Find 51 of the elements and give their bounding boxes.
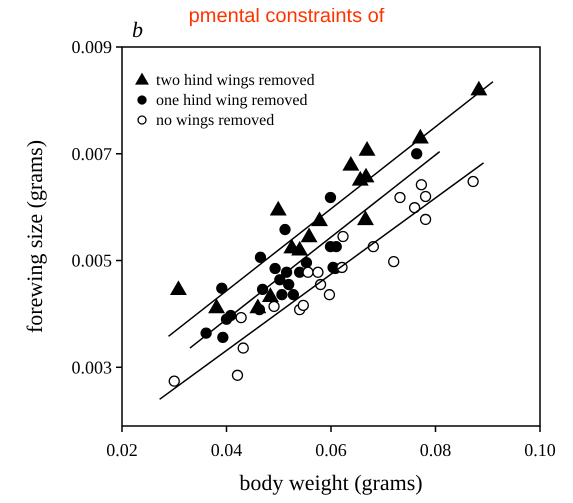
point <box>232 370 244 381</box>
point <box>269 262 281 274</box>
x-tick-label: 0.10 <box>524 440 556 460</box>
text: b <box>132 17 143 42</box>
point <box>208 298 225 314</box>
point <box>324 192 336 204</box>
point <box>394 192 406 204</box>
point <box>312 266 324 278</box>
point <box>300 228 318 242</box>
point <box>467 176 479 188</box>
legend-label: one hind wing removed <box>156 92 308 109</box>
legend-label: no wings removed <box>156 112 274 129</box>
point <box>168 376 180 387</box>
point <box>288 289 300 300</box>
point <box>262 288 278 302</box>
point <box>235 312 247 324</box>
y-tick-label: 0.003 <box>72 357 112 378</box>
point <box>279 224 291 236</box>
x-tick-label: 0.02 <box>106 440 138 460</box>
point <box>298 300 309 312</box>
point <box>216 282 228 294</box>
point <box>388 256 400 268</box>
point <box>292 241 308 256</box>
point <box>337 230 349 242</box>
y-tick-label: 0.005 <box>72 250 112 271</box>
point <box>276 289 288 300</box>
point <box>270 201 286 216</box>
point <box>238 342 249 354</box>
point <box>408 202 420 214</box>
x-tick-label: 0.08 <box>420 440 452 460</box>
point <box>420 214 432 226</box>
point <box>357 210 374 226</box>
point <box>170 280 187 296</box>
point <box>217 332 228 344</box>
point <box>342 156 359 171</box>
x-tick-label: 0.06 <box>315 440 347 460</box>
point <box>283 278 294 290</box>
point <box>358 142 376 156</box>
point <box>254 252 266 263</box>
point <box>420 190 432 202</box>
y-axis-title: forewing size (grams) <box>22 140 47 334</box>
x-tick-label: 0.04 <box>210 440 242 460</box>
legend-label: two hind wings removed <box>156 72 315 89</box>
point <box>416 179 428 190</box>
point <box>268 300 280 312</box>
point <box>302 266 314 278</box>
y-tick-label: 0.009 <box>72 37 112 57</box>
y-tick-label: 0.007 <box>72 144 112 164</box>
point <box>324 289 336 300</box>
x-axis-title: body weight (grams) <box>239 470 423 495</box>
point <box>411 148 422 160</box>
